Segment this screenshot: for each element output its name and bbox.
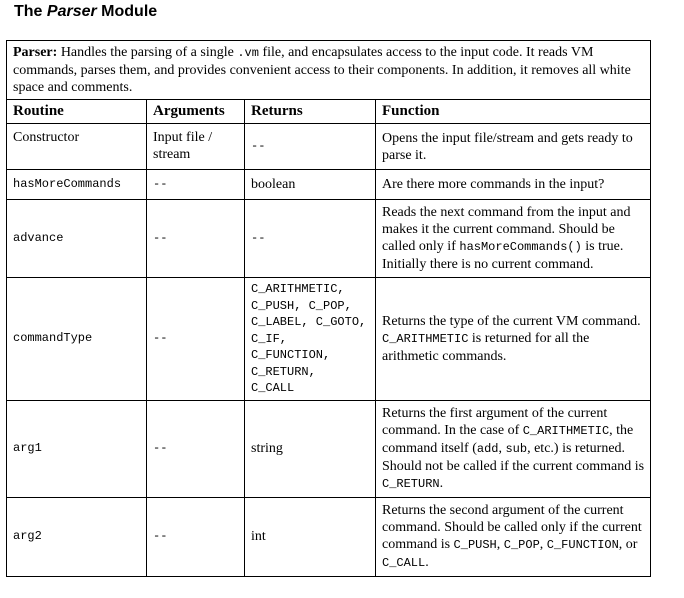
inline-code: C_CALL: [382, 555, 426, 570]
description-label: Parser:: [13, 45, 58, 60]
function-cell: Returns the type of the current VM comma…: [374, 277, 652, 401]
arguments-cell: --: [146, 199, 245, 278]
col-header-routine: Routine: [6, 99, 147, 124]
inline-code: C_FUNCTION: [546, 537, 619, 552]
inline-code: C_ARITHMETIC: [522, 423, 610, 438]
command-type-value: C_ARITHMETIC,: [251, 282, 345, 296]
table-row: commandType -- C_ARITHMETIC, C_PUSH, C_P…: [6, 277, 652, 401]
arguments-cell: --: [146, 399, 245, 498]
returns-cell: boolean: [244, 169, 376, 200]
returns-cell: C_ARITHMETIC, C_PUSH, C_POP, C_LABEL, C_…: [244, 277, 376, 401]
table-row: advance -- -- Reads the next command fro…: [6, 199, 652, 278]
command-type-value: C_IF,: [251, 331, 288, 346]
returns-cell: int: [244, 496, 376, 577]
col-header-returns: Returns: [244, 99, 376, 124]
arguments-cell: --: [146, 169, 245, 200]
table-row: arg1 -- string Returns the first argumen…: [6, 399, 652, 498]
function-cell: Opens the input file/stream and gets rea…: [374, 123, 652, 170]
description-text-cont: file, and encapsulates access to the inp…: [13, 45, 631, 95]
routine-cell: arg2: [6, 496, 147, 577]
routine-cell: commandType: [6, 277, 147, 401]
command-type-value: C_LABEL, C_GOTO,: [251, 315, 367, 329]
inline-code: C_PUSH: [453, 537, 497, 552]
file-extension-code: .vm: [237, 46, 259, 60]
table-row: arg2 -- int Returns the second argument …: [6, 496, 652, 577]
routine-cell: arg1: [6, 399, 147, 498]
header-row: Routine Arguments Returns Function: [6, 99, 652, 124]
title-prefix: The: [14, 3, 47, 20]
function-cell: Returns the first argument of the curren…: [374, 399, 652, 498]
routine-cell: advance: [6, 199, 147, 278]
col-header-function: Function: [374, 99, 652, 124]
returns-cell: --: [244, 123, 376, 170]
command-type-value: C_RETURN,: [251, 364, 316, 379]
inline-code: C_RETURN: [382, 476, 440, 491]
col-header-arguments: Arguments: [146, 99, 245, 124]
function-cell: Reads the next command from the input an…: [374, 199, 652, 278]
inline-code: hasMoreCommands(): [459, 240, 582, 254]
command-type-value: C_FUNCTION,: [251, 348, 331, 362]
inline-code: C_ARITHMETIC: [382, 331, 469, 346]
function-cell: Are there more commands in the input?: [374, 169, 652, 200]
arguments-cell: --: [146, 496, 245, 577]
arguments-cell: Input file / stream: [146, 123, 245, 170]
command-type-value: C_PUSH, C_POP,: [251, 298, 352, 313]
arguments-cell: --: [146, 277, 245, 401]
table-row: Constructor Input file / stream -- Opens…: [6, 123, 652, 170]
table-row: hasMoreCommands -- boolean Are there mor…: [6, 169, 652, 200]
inline-code: add: [476, 441, 499, 456]
title-suffix: Module: [96, 3, 158, 20]
description-row: Parser: Handles the parsing of a single …: [5, 40, 652, 100]
inline-code: C_POP: [503, 537, 540, 552]
parser-api-table: Parser: Handles the parsing of a single …: [5, 40, 652, 577]
routine-cell: Constructor: [6, 123, 147, 170]
page-title: The Parser Module: [14, 3, 157, 21]
description-text: Handles the parsing of a single: [57, 45, 238, 60]
inline-code: sub: [505, 441, 528, 456]
module-description: Parser: Handles the parsing of a single …: [5, 40, 652, 100]
returns-cell: --: [244, 199, 376, 278]
routine-cell: hasMoreCommands: [6, 169, 147, 200]
title-module-name: Parser: [46, 3, 97, 20]
command-type-value: C_CALL: [251, 381, 295, 395]
returns-cell: string: [244, 399, 376, 498]
function-cell: Returns the second argument of the curre…: [374, 496, 652, 577]
